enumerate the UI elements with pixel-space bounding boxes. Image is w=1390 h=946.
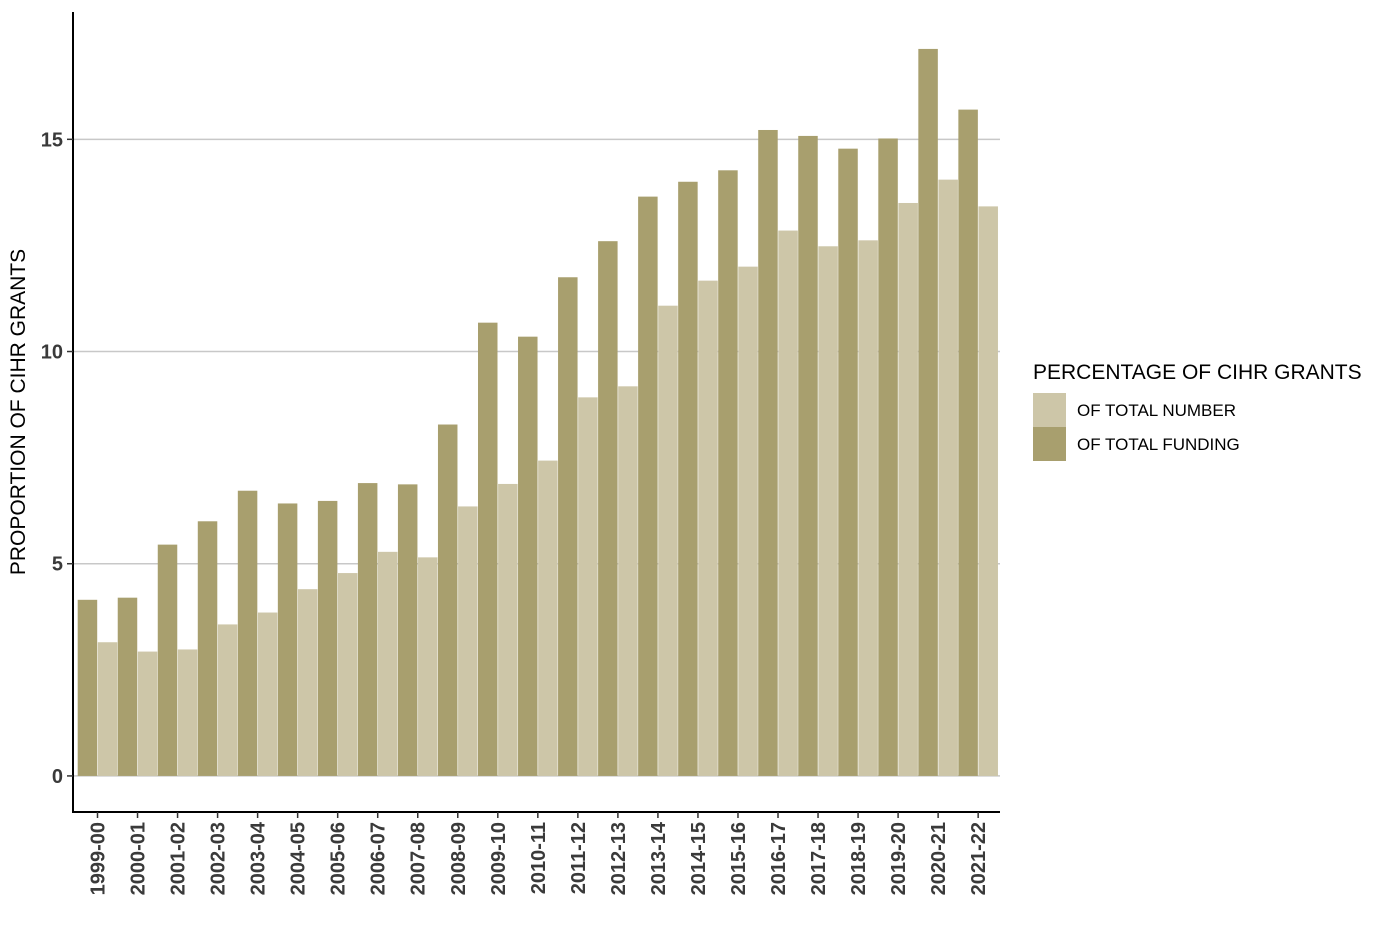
bar-number-1999-00 xyxy=(97,642,118,776)
bar-number-2003-04 xyxy=(257,612,278,776)
x-tick-label-2004-05: 2004-05 xyxy=(288,822,310,895)
bar-funding-2005-06 xyxy=(317,500,338,776)
bar-funding-2004-05 xyxy=(277,503,298,776)
bar-funding-2002-03 xyxy=(197,521,218,776)
y-tick-label-10: 10 xyxy=(41,342,63,364)
bar-funding-2021-22 xyxy=(958,109,978,776)
x-tick-label-2010-11: 2010-11 xyxy=(528,822,550,894)
bar-number-2012-13 xyxy=(618,386,638,776)
bar-number-2019-20 xyxy=(898,202,918,776)
bar-number-2020-21 xyxy=(938,179,958,776)
y-tick-label-15: 15 xyxy=(41,129,63,151)
bar-funding-2017-18 xyxy=(798,135,818,776)
bar-funding-2020-21 xyxy=(918,48,938,776)
y-tick-label-5: 5 xyxy=(52,554,63,576)
bar-funding-2016-17 xyxy=(758,129,778,776)
bar-funding-2003-04 xyxy=(237,490,258,776)
x-tick-label-2020-21: 2020-21 xyxy=(928,822,950,895)
x-tick-label-2013-14: 2013-14 xyxy=(648,821,670,895)
bar-funding-2001-02 xyxy=(157,544,178,776)
x-tick-label-1999-00: 1999-00 xyxy=(88,822,110,895)
x-tick-label-2005-06: 2005-06 xyxy=(328,822,350,895)
bar-number-2006-07 xyxy=(378,551,398,776)
bar-funding-2008-09 xyxy=(437,424,458,776)
legend-label-2: OF TOTAL FUNDING xyxy=(1077,435,1240,454)
bar-number-2015-16 xyxy=(738,266,758,776)
x-tick-label-2006-07: 2006-07 xyxy=(368,822,390,895)
y-tick-label-0: 0 xyxy=(52,766,63,788)
x-tick-label-2008-09: 2008-09 xyxy=(448,822,470,895)
bar-number-2014-15 xyxy=(698,280,718,776)
bar-number-2009-10 xyxy=(498,483,518,776)
bar-number-2005-06 xyxy=(337,573,358,776)
bar-funding-2019-20 xyxy=(878,138,898,776)
x-tick-label-2012-13: 2012-13 xyxy=(608,822,630,895)
legend-swatch-1 xyxy=(1033,393,1066,427)
x-tick-label-2001-02: 2001-02 xyxy=(168,822,190,895)
axes xyxy=(72,12,1000,813)
bar-number-2010-11 xyxy=(538,460,558,776)
x-tick-label-2016-17: 2016-17 xyxy=(768,822,790,895)
x-tick-label-2015-16: 2015-16 xyxy=(728,822,750,895)
bars xyxy=(77,48,998,776)
bar-funding-2015-16 xyxy=(718,170,738,776)
bar-number-2013-14 xyxy=(658,305,678,776)
bar-funding-2006-07 xyxy=(357,483,378,776)
bar-number-2001-02 xyxy=(177,649,198,776)
bar-number-2011-12 xyxy=(578,397,598,776)
bar-number-2007-08 xyxy=(418,557,438,776)
x-tick-label-2000-01: 2000-01 xyxy=(128,822,150,895)
bar-funding-2014-15 xyxy=(678,181,698,776)
x-tick-label-2002-03: 2002-03 xyxy=(208,822,230,895)
x-tick-label-2003-04: 2003-04 xyxy=(248,821,270,895)
bar-number-2000-01 xyxy=(137,651,158,776)
bar-funding-2011-12 xyxy=(558,277,578,776)
legend: PERCENTAGE OF CIHR GRANTS OF TOTAL NUMBE… xyxy=(1033,361,1362,461)
x-tick-label-2009-10: 2009-10 xyxy=(488,822,510,895)
bar-funding-2018-19 xyxy=(838,148,858,776)
legend-label-1: OF TOTAL NUMBER xyxy=(1077,401,1236,420)
bar-funding-2012-13 xyxy=(598,241,618,776)
x-tick-label-2017-18: 2017-18 xyxy=(808,822,830,895)
y-axis-title: PROPORTION OF CIHR GRANTS xyxy=(7,249,30,575)
x-tick-label-2019-20: 2019-20 xyxy=(888,822,910,895)
bar-number-2004-05 xyxy=(297,589,318,776)
legend-title: PERCENTAGE OF CIHR GRANTS xyxy=(1033,361,1362,384)
bar-number-2008-09 xyxy=(458,506,478,776)
bar-number-2021-22 xyxy=(978,206,998,776)
bar-funding-2007-08 xyxy=(397,484,418,776)
x-tick-label-2014-15: 2014-15 xyxy=(688,822,710,895)
bar-number-2016-17 xyxy=(778,230,798,776)
y-ticks: 0 5 10 15 xyxy=(41,129,73,788)
x-ticks: 1999-00 2000-01 2001-02 2002-03 2003-04 2004-… xyxy=(88,812,990,895)
bar-funding-2009-10 xyxy=(478,322,498,776)
x-tick-label-2011-12: 2011-12 xyxy=(568,822,590,894)
x-tick-label-2021-22: 2021-22 xyxy=(968,822,990,895)
x-tick-label-2018-19: 2018-19 xyxy=(848,822,870,895)
bar-funding-2013-14 xyxy=(638,196,658,776)
bar-funding-2000-01 xyxy=(117,597,138,776)
bar-number-2018-19 xyxy=(858,240,878,776)
bar-funding-2010-11 xyxy=(518,336,538,776)
bar-number-2002-03 xyxy=(217,624,238,776)
bar-funding-1999-00 xyxy=(77,599,98,776)
bar-number-2017-18 xyxy=(818,246,838,776)
x-tick-label-2007-08: 2007-08 xyxy=(408,822,430,895)
legend-items: OF TOTAL NUMBER OF TOTAL FUNDING xyxy=(1033,393,1240,461)
legend-swatch-2 xyxy=(1033,427,1066,461)
